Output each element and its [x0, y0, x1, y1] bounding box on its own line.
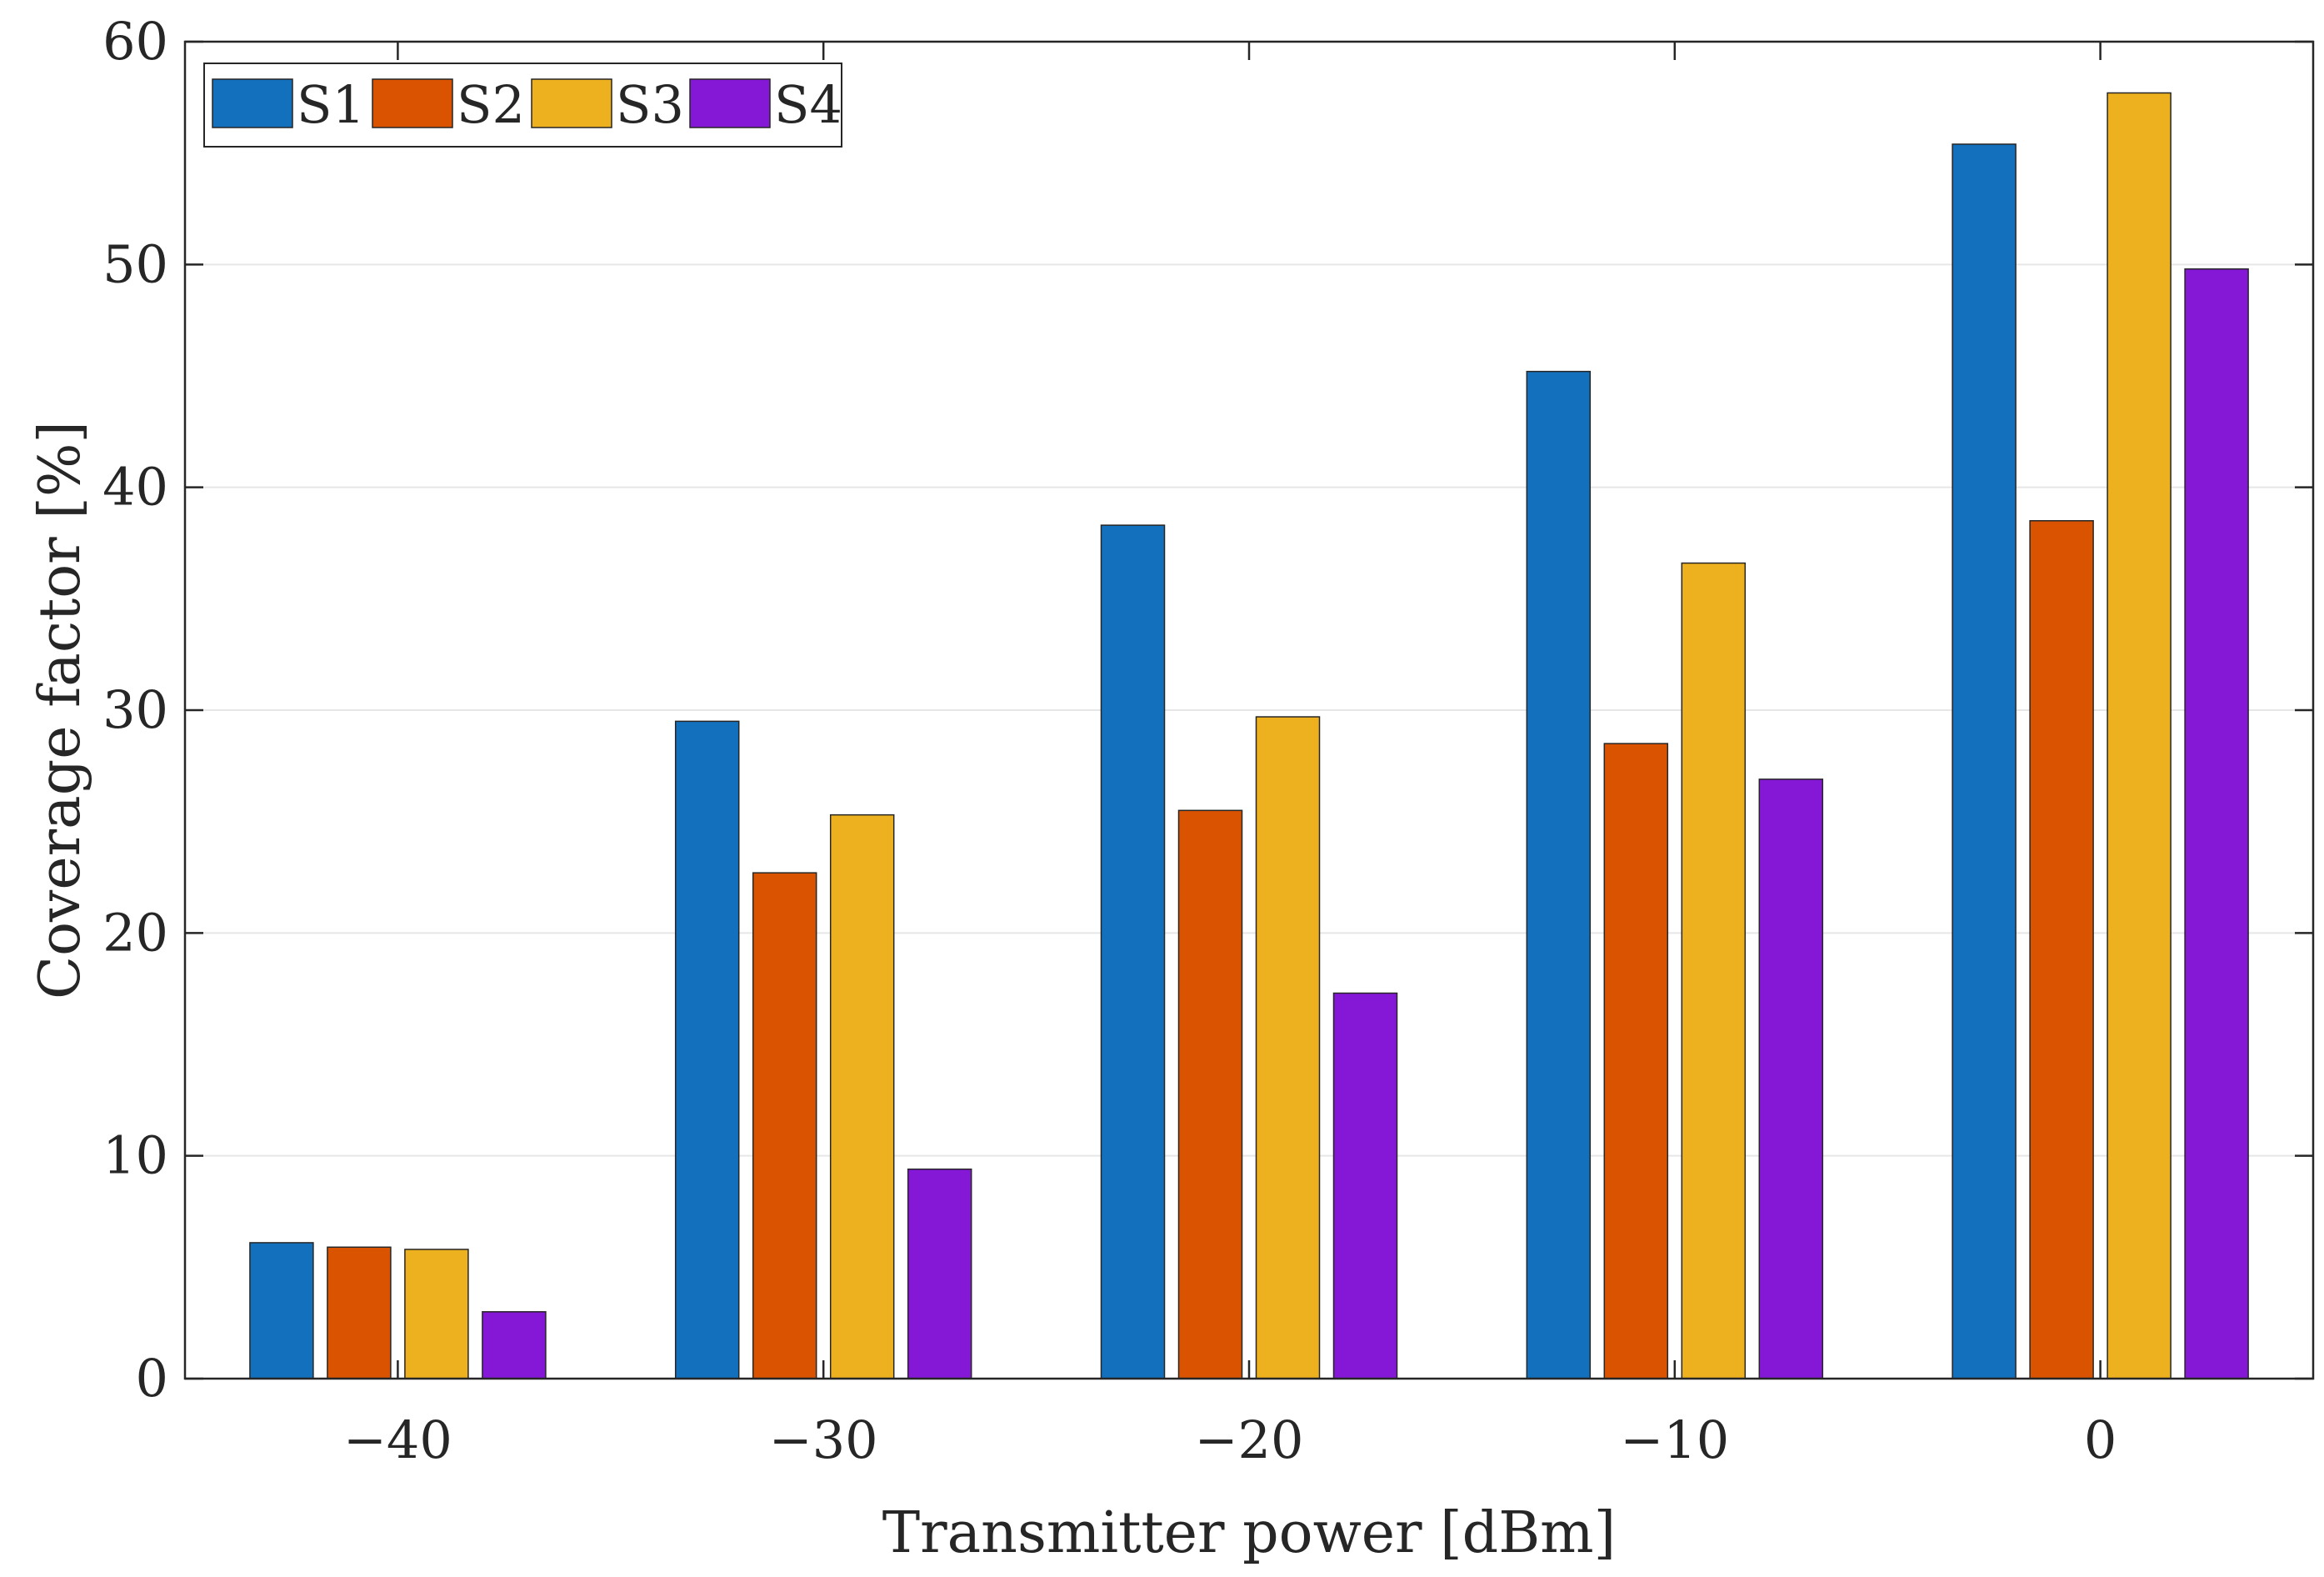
- legend-item-s2: S2: [372, 74, 525, 135]
- legend: S1 S2 S3 S4: [203, 63, 842, 148]
- legend-item-s3: S3: [531, 74, 684, 135]
- x-axis-label: Transmitter power [dBm]: [882, 1500, 1616, 1566]
- axis-ticks: [185, 40, 2313, 1380]
- legend-label: S4: [774, 74, 842, 135]
- bar-group: [1952, 92, 2249, 1379]
- bar-s2: [2029, 520, 2094, 1379]
- bar-group: [1100, 524, 1398, 1379]
- y-tick-label: 20: [102, 902, 168, 963]
- y-tick-label: 40: [102, 457, 168, 518]
- x-tick-label: 0: [2084, 1409, 2117, 1470]
- y-tick-label: 0: [136, 1348, 168, 1409]
- bar-s3: [2107, 92, 2172, 1379]
- legend-swatch: [689, 78, 771, 128]
- bar-s3: [1681, 562, 1747, 1379]
- legend-swatch: [531, 78, 612, 128]
- bar-s4: [907, 1168, 972, 1379]
- x-tick-label: −20: [1195, 1409, 1304, 1470]
- y-tick-label: 30: [102, 679, 168, 740]
- bar-groups: [249, 92, 2249, 1379]
- y-axis-label: Coverage factor [%]: [27, 421, 93, 999]
- legend-swatch: [212, 78, 293, 128]
- x-tick-labels: −40 −30 −20 −10 0: [343, 1409, 2117, 1470]
- bar-s4: [1332, 992, 1398, 1379]
- x-tick-label: −40: [343, 1409, 452, 1470]
- bar-group: [674, 720, 972, 1379]
- bar-s1: [674, 720, 740, 1379]
- bar-s1: [1526, 370, 1592, 1379]
- legend-label: S3: [616, 74, 684, 135]
- legend-item-s4: S4: [689, 74, 842, 135]
- y-tick-label: 10: [102, 1125, 168, 1186]
- bar-s4: [1758, 778, 1824, 1379]
- bar-s4: [2184, 268, 2249, 1379]
- bar-s3: [1255, 716, 1321, 1379]
- bar-s1: [249, 1242, 314, 1379]
- legend-label: S1: [297, 74, 365, 135]
- bar-s3: [404, 1249, 469, 1379]
- x-tick-label: −10: [1620, 1409, 1729, 1470]
- bar-s2: [752, 872, 817, 1379]
- x-tick-label: −30: [769, 1409, 878, 1470]
- bar-s2: [327, 1246, 392, 1379]
- y-tick-label: 60: [102, 11, 168, 72]
- bar-group: [249, 1242, 547, 1379]
- bar-s1: [1100, 524, 1166, 1379]
- bar-s3: [829, 814, 895, 1379]
- y-tick-label: 50: [102, 233, 168, 294]
- legend-item-s1: S1: [212, 74, 365, 135]
- bar-s2: [1177, 809, 1243, 1379]
- bar-s1: [1952, 143, 2017, 1379]
- bar-s4: [482, 1311, 547, 1379]
- legend-swatch: [372, 78, 453, 128]
- bar-s2: [1603, 743, 1669, 1379]
- legend-label: S2: [457, 74, 525, 135]
- bar-group: [1526, 370, 1824, 1379]
- y-tick-labels: 0 10 20 30 40 50 60: [102, 11, 168, 1409]
